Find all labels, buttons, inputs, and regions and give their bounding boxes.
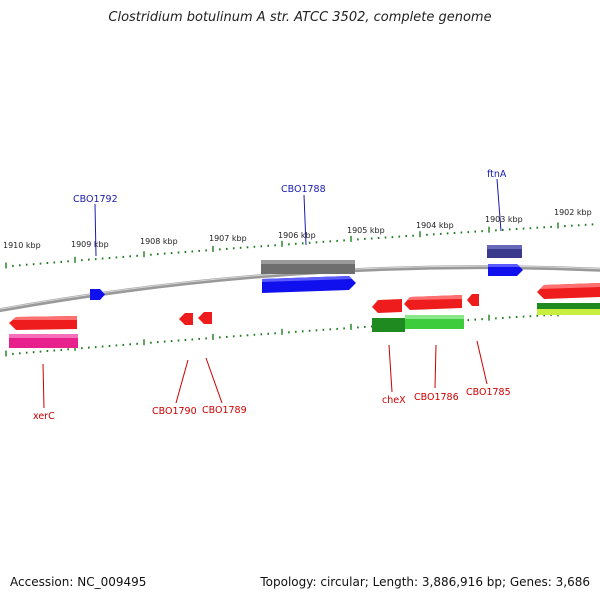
scale-label: 1905 kbp — [347, 226, 385, 235]
label-leader — [476, 340, 488, 385]
reverse-gene-arrow[interactable] — [198, 312, 212, 324]
label-leader — [205, 357, 223, 404]
gene-label-reverse[interactable]: CBO1789 — [202, 405, 247, 416]
gene-label-reverse[interactable]: CBO1786 — [414, 392, 459, 403]
gene-label-reverse[interactable]: cheX — [382, 395, 406, 406]
map-title: Clostridium botulinum A str. ATCC 3502, … — [108, 10, 492, 25]
label-leader — [42, 363, 45, 409]
accession-text: Accession: NC_009495 — [10, 575, 147, 589]
scale-label: 1906 kbp — [278, 231, 316, 240]
reverse-gene-arrow[interactable] — [372, 299, 402, 313]
forward-gene-arrow-shine — [488, 264, 520, 267]
reverse-gene-arrow-shine — [540, 283, 600, 289]
reverse-gene-arrow-shine — [407, 295, 462, 300]
gene-label-reverse[interactable]: CBO1790 — [152, 406, 197, 417]
scale-label: 1910 kbp — [3, 241, 41, 250]
feature-gray-band-shine — [261, 260, 355, 264]
label-leader — [94, 203, 97, 257]
scale-ticks-outer — [5, 222, 594, 269]
feature-yellowgreen-band[interactable] — [537, 309, 600, 315]
gene-label-forward[interactable]: CBO1788 — [281, 184, 326, 195]
feature-green-band-shine — [405, 315, 464, 319]
topology-text: Topology: circular; Length: 3,886,916 bp… — [260, 575, 590, 589]
label-leader — [175, 359, 189, 404]
label-leader — [434, 344, 437, 389]
scale-label: 1904 kbp — [416, 221, 454, 230]
gene-label-forward[interactable]: CBO1792 — [73, 194, 118, 205]
label-leader — [303, 194, 307, 246]
forward-gene-arrow-shine — [262, 276, 352, 282]
scale-label: 1903 kbp — [485, 215, 523, 224]
scale-label: 1902 kbp — [554, 208, 592, 217]
gene-label-reverse[interactable]: CBO1785 — [466, 387, 511, 398]
reverse-gene-arrow[interactable] — [179, 313, 193, 325]
label-leader — [388, 344, 393, 393]
label-leader — [496, 178, 502, 232]
feature-green-band[interactable] — [372, 318, 405, 332]
scale-ticks-inner — [5, 310, 594, 357]
reverse-gene-arrow[interactable] — [467, 294, 479, 306]
scale-label: 1908 kbp — [140, 237, 178, 246]
scale-label: 1907 kbp — [209, 234, 247, 243]
gene-label-reverse[interactable]: xerC — [33, 411, 55, 422]
gene-label-forward[interactable]: ftnA — [487, 169, 507, 180]
feature-navy-band-shine — [487, 245, 522, 249]
reverse-gene-arrow-shine — [12, 316, 77, 320]
forward-gene-arrow[interactable] — [90, 289, 105, 300]
scale-label: 1909 kbp — [71, 240, 109, 249]
feature-green-band[interactable] — [537, 303, 600, 311]
feature-magenta-band-shine — [9, 334, 78, 338]
